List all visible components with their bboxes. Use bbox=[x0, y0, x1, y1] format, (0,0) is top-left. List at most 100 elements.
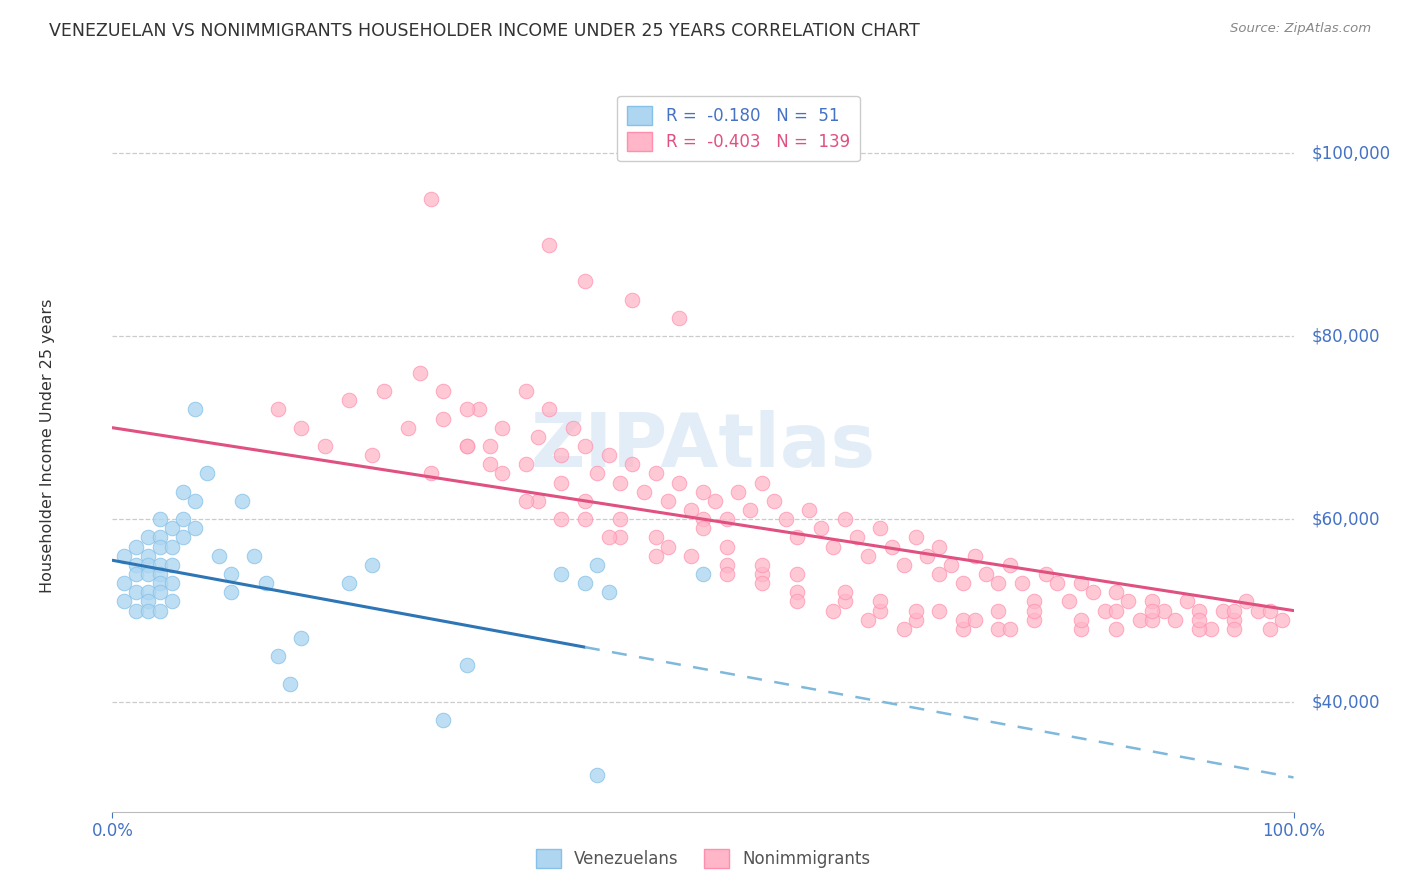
Point bbox=[456, 658, 478, 673]
Point bbox=[1070, 613, 1092, 627]
Text: VENEZUELAN VS NONIMMIGRANTS HOUSEHOLDER INCOME UNDER 25 YEARS CORRELATION CHART: VENEZUELAN VS NONIMMIGRANTS HOUSEHOLDER … bbox=[49, 22, 920, 40]
Point bbox=[125, 558, 148, 572]
Point bbox=[456, 439, 478, 453]
Point bbox=[1199, 622, 1222, 636]
Point bbox=[184, 493, 207, 508]
Point bbox=[550, 567, 572, 582]
Point bbox=[254, 576, 277, 591]
Point bbox=[1234, 594, 1257, 608]
Point bbox=[267, 649, 290, 664]
Point bbox=[952, 613, 974, 627]
Text: Householder Income Under 25 years: Householder Income Under 25 years bbox=[39, 299, 55, 593]
Point bbox=[751, 558, 773, 572]
Point bbox=[692, 512, 714, 526]
Point bbox=[998, 558, 1021, 572]
Point bbox=[858, 613, 880, 627]
Point bbox=[267, 402, 290, 417]
Point bbox=[290, 631, 312, 645]
Point bbox=[904, 530, 927, 544]
Point bbox=[1223, 603, 1246, 617]
Point bbox=[740, 503, 762, 517]
Point bbox=[786, 530, 808, 544]
Point bbox=[1035, 567, 1057, 582]
Point bbox=[149, 603, 172, 617]
Point bbox=[136, 594, 159, 608]
Point bbox=[149, 512, 172, 526]
Point bbox=[160, 576, 183, 591]
Point bbox=[621, 457, 644, 471]
Point bbox=[160, 521, 183, 535]
Point bbox=[1188, 603, 1211, 617]
Point bbox=[550, 448, 572, 462]
Point bbox=[1164, 613, 1187, 627]
Point bbox=[1046, 576, 1069, 591]
Point bbox=[136, 558, 159, 572]
Point bbox=[278, 676, 301, 690]
Point bbox=[644, 549, 666, 563]
Point bbox=[550, 512, 572, 526]
Point bbox=[598, 448, 620, 462]
Point bbox=[633, 484, 655, 499]
Point bbox=[692, 521, 714, 535]
Point bbox=[562, 420, 585, 434]
Point bbox=[219, 585, 242, 599]
Point bbox=[668, 310, 690, 325]
Point bbox=[538, 402, 561, 417]
Point bbox=[751, 567, 773, 582]
Point bbox=[786, 567, 808, 582]
Point bbox=[1094, 603, 1116, 617]
Point bbox=[775, 512, 797, 526]
Point bbox=[491, 467, 513, 481]
Point bbox=[1188, 622, 1211, 636]
Point bbox=[467, 402, 489, 417]
Point bbox=[337, 576, 360, 591]
Point bbox=[657, 493, 679, 508]
Point bbox=[987, 576, 1010, 591]
Point bbox=[939, 558, 962, 572]
Point bbox=[1247, 603, 1270, 617]
Point bbox=[1258, 603, 1281, 617]
Point bbox=[834, 594, 856, 608]
Point bbox=[1188, 613, 1211, 627]
Point bbox=[845, 530, 868, 544]
Point bbox=[821, 603, 844, 617]
Point bbox=[834, 585, 856, 599]
Point bbox=[657, 540, 679, 554]
Point bbox=[1116, 594, 1139, 608]
Point bbox=[1022, 613, 1045, 627]
Point bbox=[692, 484, 714, 499]
Point bbox=[432, 411, 454, 425]
Point bbox=[585, 467, 607, 481]
Point bbox=[858, 549, 880, 563]
Point bbox=[880, 540, 903, 554]
Legend: Venezuelans, Nonimmigrants: Venezuelans, Nonimmigrants bbox=[529, 842, 877, 875]
Point bbox=[361, 448, 384, 462]
Point bbox=[136, 530, 159, 544]
Point bbox=[1070, 576, 1092, 591]
Point bbox=[869, 603, 891, 617]
Text: $40,000: $40,000 bbox=[1312, 693, 1379, 711]
Point bbox=[515, 493, 537, 508]
Point bbox=[786, 585, 808, 599]
Point bbox=[917, 549, 939, 563]
Point bbox=[479, 439, 502, 453]
Point bbox=[609, 475, 631, 490]
Point bbox=[420, 192, 443, 206]
Point bbox=[609, 530, 631, 544]
Point bbox=[1258, 622, 1281, 636]
Point bbox=[893, 558, 915, 572]
Point bbox=[550, 475, 572, 490]
Point bbox=[716, 558, 738, 572]
Point bbox=[786, 594, 808, 608]
Point bbox=[456, 439, 478, 453]
Point bbox=[160, 540, 183, 554]
Point bbox=[1105, 603, 1128, 617]
Text: ZIPAtlas: ZIPAtlas bbox=[530, 409, 876, 483]
Point bbox=[751, 475, 773, 490]
Point bbox=[668, 475, 690, 490]
Point bbox=[112, 594, 135, 608]
Point bbox=[125, 540, 148, 554]
Point bbox=[195, 467, 218, 481]
Point bbox=[644, 467, 666, 481]
Point bbox=[585, 768, 607, 782]
